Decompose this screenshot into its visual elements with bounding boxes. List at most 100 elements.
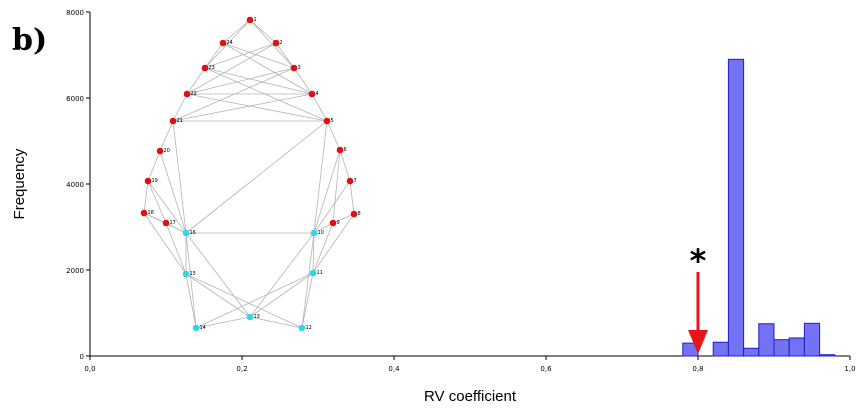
landmark-edge	[185, 273, 251, 318]
landmark-edge	[186, 67, 206, 95]
landmark-label: 11	[317, 270, 323, 276]
landmark-edge	[312, 222, 334, 274]
landmark-edge	[172, 93, 188, 122]
landmark-label: 12	[306, 325, 312, 331]
panel-label: b)	[12, 23, 47, 58]
landmark-label: 18	[148, 210, 154, 216]
landmark-edge	[147, 180, 167, 224]
landmark-edge	[249, 316, 303, 329]
x-tick-label: 0,2	[236, 365, 247, 373]
histogram-bar	[803, 322, 821, 357]
landmark-point	[272, 39, 280, 47]
landmark-edge	[349, 180, 355, 215]
landmark-edge	[301, 232, 315, 329]
histogram-bar	[712, 341, 729, 357]
landmark-point	[183, 90, 191, 98]
landmark-edge	[204, 42, 277, 69]
landmark-label: 3	[298, 65, 301, 71]
landmark-point	[156, 147, 164, 155]
landmark-label: 2	[280, 40, 283, 46]
landmark-edge	[204, 42, 224, 69]
landmark-edge	[185, 273, 303, 329]
landmark-edge	[312, 213, 355, 274]
landmark-point	[201, 64, 209, 72]
landmark-point	[219, 39, 227, 47]
landmark-point	[298, 324, 306, 332]
landmark-point	[346, 177, 354, 185]
landmark-edge	[204, 67, 328, 122]
landmark-label: 9	[337, 220, 340, 226]
landmark-edge	[313, 180, 351, 234]
landmark-edge	[275, 42, 295, 69]
landmark-point	[140, 209, 148, 217]
landmark-label: 20	[164, 148, 170, 154]
landmark-edge	[185, 232, 197, 329]
landmark-point	[162, 219, 170, 227]
landmark-edge	[313, 120, 328, 234]
histogram-bars	[682, 58, 836, 357]
landmark-edge	[313, 222, 334, 234]
x-tick-label: 0,6	[540, 365, 552, 373]
landmark-label: 6	[344, 147, 347, 153]
x-tick-label: 0,4	[388, 365, 400, 373]
landmark-label: 7	[354, 178, 357, 184]
landmark-edge	[165, 222, 187, 275]
landmark-edge	[249, 232, 315, 318]
landmark-edge	[186, 93, 328, 122]
x-axis-ticks: 0,0 0,2 0,4 0,6 0,8 1,0	[84, 356, 856, 373]
landmark-point	[169, 117, 177, 125]
landmark-edge	[195, 316, 251, 329]
landmark-edge	[186, 42, 277, 95]
landmark-label: 17	[170, 220, 176, 226]
landmark-point	[336, 146, 344, 154]
landmark-edge	[222, 42, 313, 95]
landmark-label: 10	[318, 230, 324, 236]
landmark-edge	[293, 67, 313, 95]
landmark-point	[310, 229, 318, 237]
landmark-label: 8	[358, 211, 361, 217]
landmark-edge	[332, 149, 341, 224]
landmark-edge	[185, 120, 328, 234]
landmark-point	[309, 269, 317, 277]
landmark-point	[290, 64, 298, 72]
landmark-edge	[311, 93, 328, 122]
histogram-bar	[773, 339, 790, 357]
landmark-label: 24	[227, 40, 233, 46]
landmark-point	[329, 219, 337, 227]
asterisk-marker: *	[690, 242, 707, 280]
histogram-bar	[758, 323, 775, 357]
arrow-head	[688, 330, 708, 354]
landmark-label: 23	[209, 65, 215, 71]
landmark-edge	[185, 232, 251, 318]
landmark-label: 14	[200, 325, 206, 331]
landmark-point	[350, 210, 358, 218]
landmark-edge	[332, 213, 355, 224]
landmark-edge	[204, 19, 251, 69]
landmark-edge	[143, 212, 187, 275]
x-tick-label: 0,8	[692, 365, 703, 373]
y-axis-ticks: 0 2000 4000 6000 8000	[66, 9, 90, 361]
landmark-point	[246, 16, 254, 24]
landmark-edge	[172, 67, 295, 122]
landmark-edge	[222, 19, 251, 44]
y-tick-label: 0	[80, 353, 84, 361]
landmark-label: 5	[331, 118, 334, 124]
landmark-edge	[313, 149, 341, 234]
landmark-label: 16	[190, 230, 196, 236]
landmark-point	[246, 313, 254, 321]
landmark-edge	[249, 19, 277, 44]
x-axis-title: RV coefficient	[424, 388, 517, 405]
landmark-point	[182, 229, 190, 237]
x-tick-label: 1,0	[844, 365, 855, 373]
landmark-point	[192, 324, 200, 332]
landmark-label: 21	[177, 118, 183, 124]
y-axis-title: Frequency	[11, 148, 28, 219]
y-tick-label: 6000	[66, 95, 84, 103]
histogram-bar	[788, 337, 805, 357]
landmark-label: 4	[316, 91, 319, 97]
landmark-label: 13	[254, 314, 260, 320]
landmark-edge	[172, 120, 187, 234]
